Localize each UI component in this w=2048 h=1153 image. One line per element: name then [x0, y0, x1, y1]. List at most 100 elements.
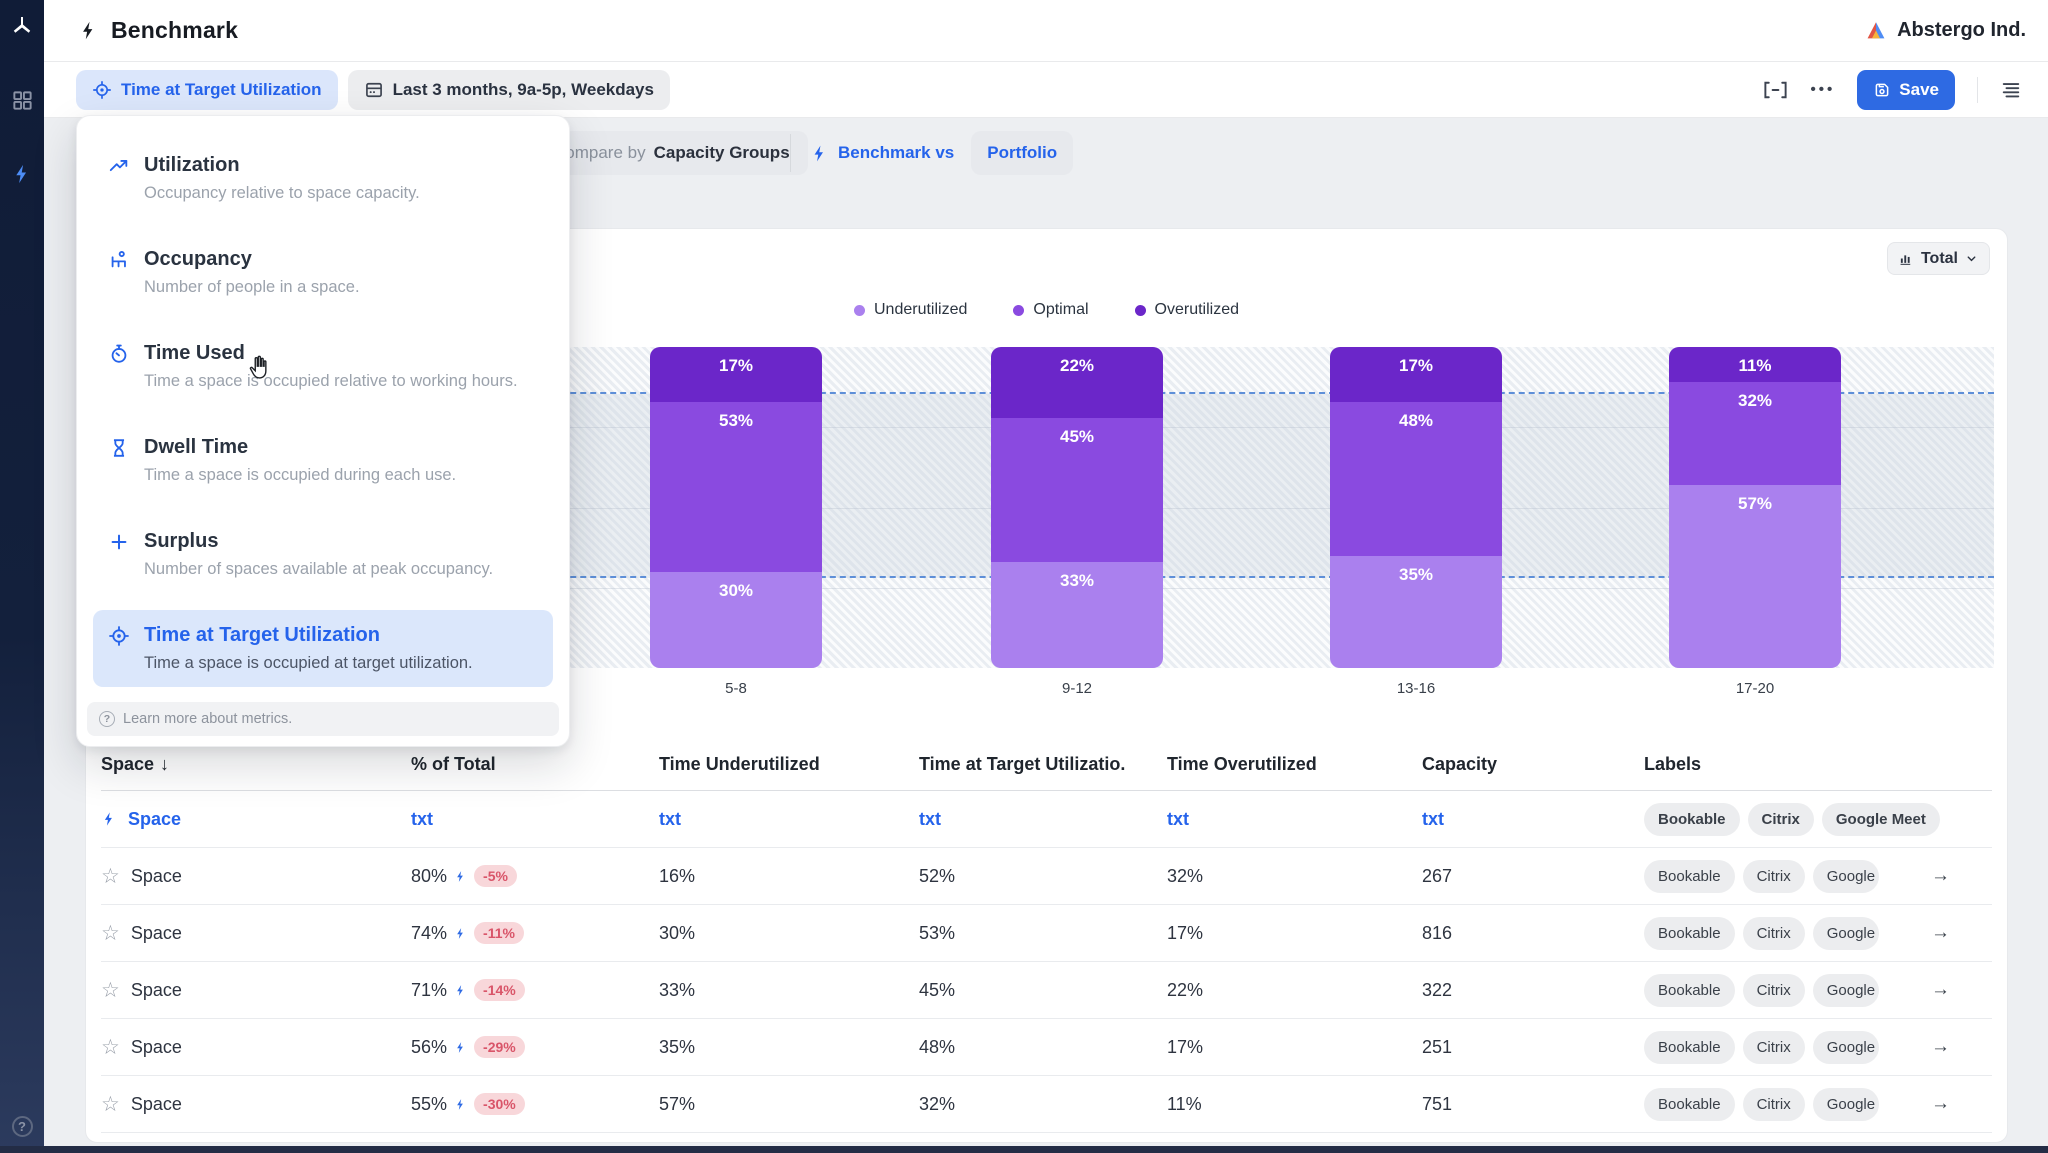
hourglass-icon — [107, 437, 131, 459]
table-header-row: Space ↓ % of Total Time Underutilized Tim… — [101, 739, 1992, 791]
target-icon — [92, 80, 112, 100]
compare-by-button[interactable]: Compare by Capacity Groups — [535, 131, 808, 175]
list-view-icon[interactable] — [2000, 79, 2022, 101]
menu-item-utilization[interactable]: Utilization Occupancy relative to space … — [93, 140, 553, 217]
embed-icon[interactable] — [1762, 80, 1789, 100]
cell-capacity: 816 — [1422, 922, 1453, 943]
legend-dot-underutilized — [854, 304, 865, 316]
mouse-cursor — [244, 352, 274, 389]
menu-item-time-used[interactable]: Time Used Time a space is occupied relat… — [93, 328, 553, 405]
col-time-underutilized[interactable]: Time Underutilized — [659, 754, 820, 774]
col-capacity[interactable]: Capacity — [1422, 754, 1498, 774]
label-tag: Citrix — [1742, 1030, 1805, 1064]
menu-item-occupancy[interactable]: Occupancy Number of people in a space. — [93, 234, 553, 311]
favorite-star-icon[interactable]: ☆ — [101, 978, 120, 1002]
table-row[interactable]: ☆ Space 55% -30% 57% 32% 11% 751 Bookable Citrix G… — [101, 1076, 1992, 1133]
menu-item-title: Utilization — [144, 154, 240, 176]
favorite-star-icon[interactable]: ☆ — [101, 1092, 120, 1116]
bar-segment-overutilized[interactable]: 17% — [650, 347, 822, 402]
bar-segment-optimal[interactable]: 32% — [1669, 382, 1841, 486]
top-header: Benchmark Abstergo Ind. — [44, 0, 2048, 62]
bar-segment-underutilized[interactable]: 57% — [1669, 485, 1841, 668]
bar-9-12[interactable]: 22% 45% 33% — [991, 347, 1163, 668]
space-name: Space — [130, 1036, 182, 1057]
label-tag: Bookable — [1644, 802, 1740, 836]
menu-item-dwell-time[interactable]: Dwell Time Time a space is occupied duri… — [93, 422, 553, 499]
sort-desc-icon[interactable]: ↓ — [160, 754, 170, 774]
label-tag: Bookable — [1644, 973, 1735, 1007]
col-time-at-target[interactable]: Time at Target Utilizatio. — [919, 754, 1126, 774]
app-logo-icon[interactable] — [10, 14, 34, 43]
menu-item-surplus[interactable]: Surplus Number of spaces available at pe… — [93, 516, 553, 593]
row-arrow-icon[interactable]: → — [1931, 1093, 1950, 1114]
bar-segment-overutilized[interactable]: 17% — [1330, 347, 1502, 402]
cell-capacity: 751 — [1422, 1093, 1453, 1114]
benchmark-bolt-icon — [101, 811, 117, 827]
bar-13-16[interactable]: 17% 48% 35% — [1330, 347, 1502, 668]
bar-segment-optimal[interactable]: 45% — [991, 417, 1163, 563]
space-name: Space — [128, 808, 182, 829]
col-time-overutilized[interactable]: Time Overutilized — [1167, 754, 1317, 774]
app-sidebar: ? — [0, 0, 44, 1153]
favorite-star-icon[interactable]: ☆ — [101, 1035, 120, 1059]
label-tag: Citrix — [1742, 1087, 1805, 1121]
delta-bolt-icon — [454, 984, 467, 997]
cell-capacity: txt — [1422, 808, 1444, 829]
menu-item-description: Number of people in a space. — [144, 278, 360, 296]
bar-5-8[interactable]: 17% 53% 30% — [650, 347, 822, 668]
bar-segment-optimal[interactable]: 48% — [1330, 401, 1502, 556]
col-space[interactable]: Space ↓ — [101, 754, 170, 774]
favorite-star-icon[interactable]: ☆ — [101, 921, 120, 945]
bar-segment-underutilized[interactable]: 30% — [650, 571, 822, 668]
cell-time-target: 52% — [919, 865, 956, 886]
benchmark-bolt-icon[interactable] — [11, 163, 33, 190]
save-button[interactable]: Save — [1857, 69, 1955, 110]
row-arrow-icon[interactable]: → — [1931, 922, 1950, 943]
page-bolt-icon — [78, 20, 99, 41]
help-icon[interactable]: ? — [11, 1116, 33, 1137]
cell-time-under: 30% — [659, 922, 696, 943]
more-options-icon[interactable]: ••• — [1810, 81, 1836, 98]
cell-time-under: 57% — [659, 1093, 696, 1114]
learn-more-link[interactable]: ? Learn more about metrics. — [87, 702, 559, 736]
date-filter-button[interactable]: Last 3 months, 9a-5p, Weekdays — [347, 69, 670, 110]
save-label: Save — [1899, 79, 1939, 99]
spaces-table: Space ↓ % of Total Time Underutilized Tim… — [101, 739, 1992, 1133]
cell-pct-total: 55% — [411, 1093, 448, 1114]
question-icon: ? — [99, 711, 115, 727]
bar-segment-overutilized[interactable]: 11% — [1669, 347, 1841, 383]
table-row[interactable]: ☆ Space 56% -29% 35% 48% 17% 251 Bookable Citrix G… — [101, 1019, 1992, 1076]
benchmark-row[interactable]: Space txt txt txt txt txt Bookable Citri… — [101, 791, 1992, 848]
cell-time-target: txt — [919, 808, 941, 829]
dashboard-grid-icon[interactable] — [11, 89, 34, 117]
label-tag: Bookable — [1644, 859, 1735, 893]
menu-item-title: Surplus — [144, 530, 219, 552]
bar-segment-underutilized[interactable]: 35% — [1330, 555, 1502, 668]
table-row[interactable]: ☆ Space 80% -5% 16% 52% 32% 267 Bookable Citrix Go… — [101, 848, 1992, 905]
bar-segment-label: 30% — [718, 580, 754, 600]
bar-17-20[interactable]: 11% 32% 57% — [1669, 347, 1841, 668]
cell-pct-total: 56% — [411, 1036, 448, 1057]
favorite-star-icon[interactable]: ☆ — [101, 864, 120, 888]
col-pct-total[interactable]: % of Total — [411, 754, 496, 774]
org-switcher[interactable]: Abstergo Ind. — [1865, 19, 2026, 42]
portfolio-button[interactable]: Portfolio — [971, 131, 1074, 175]
table-row[interactable]: ☆ Space 74% -11% 30% 53% 17% 816 Bookable Citrix G… — [101, 905, 1992, 962]
window-bottom-edge — [0, 1146, 2048, 1153]
space-name: Space — [130, 1093, 182, 1114]
row-arrow-icon[interactable]: → — [1931, 979, 1950, 1000]
bar-segment-underutilized[interactable]: 33% — [991, 562, 1163, 668]
table-row[interactable]: ☆ Space 71% -14% 33% 45% 22% 322 Bookable Citrix G… — [101, 962, 1992, 1019]
bar-segment-label: 45% — [1059, 426, 1095, 446]
row-arrow-icon[interactable]: → — [1931, 865, 1950, 886]
col-labels[interactable]: Labels — [1644, 754, 1702, 774]
metric-selector-button[interactable]: Time at Target Utilization — [76, 69, 338, 110]
legend-item-optimal[interactable]: Optimal — [1013, 301, 1089, 319]
menu-item-time-at-target-utilization[interactable]: Time at Target Utilization Time a space … — [93, 610, 553, 687]
row-arrow-icon[interactable]: → — [1931, 1036, 1950, 1057]
total-selector[interactable]: Total — [1886, 242, 1990, 275]
bar-segment-optimal[interactable]: 53% — [650, 401, 822, 572]
legend-item-underutilized[interactable]: Underutilized — [854, 301, 967, 319]
legend-item-overutilized[interactable]: Overutilized — [1134, 301, 1239, 319]
bar-segment-overutilized[interactable]: 22% — [991, 347, 1163, 418]
